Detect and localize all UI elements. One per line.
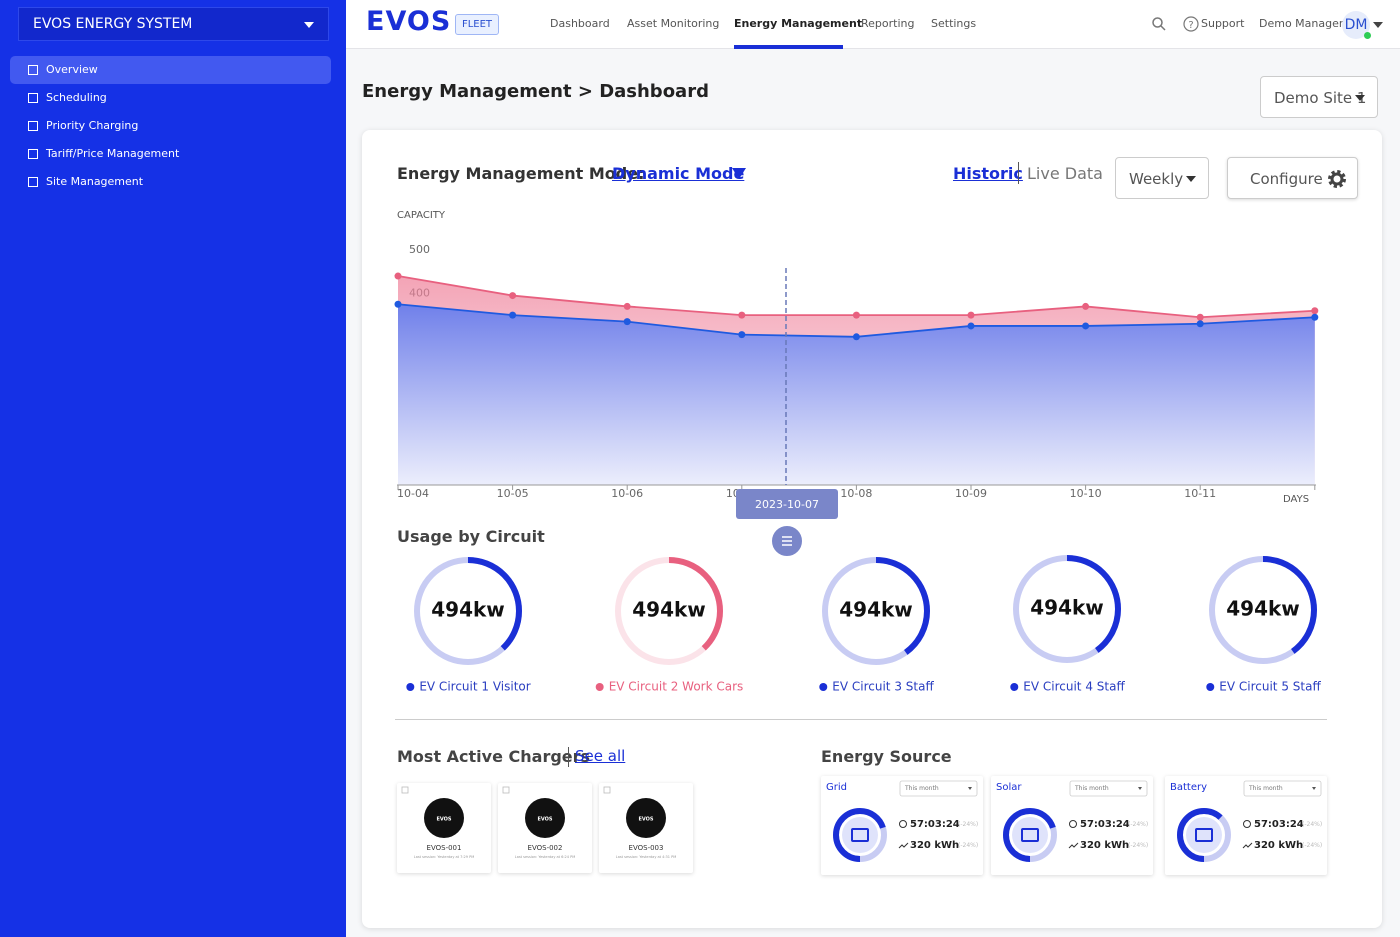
configure-button[interactable]: Configure xyxy=(1227,157,1358,199)
menu-item[interactable]: Priority Charging xyxy=(10,112,331,140)
live-tab[interactable]: Live Data xyxy=(1027,164,1103,183)
usage-title: Usage by Circuit xyxy=(397,527,545,546)
charger-card[interactable] xyxy=(599,783,693,873)
breadcrumb: Energy Management > Dashboard xyxy=(362,81,709,102)
user-caret[interactable] xyxy=(1373,22,1383,28)
y-axis-label: CAPACITY xyxy=(397,210,446,221)
see-all-link[interactable]: See all xyxy=(575,747,626,765)
sidebar: EVOS ENERGY SYSTEM Overview Scheduling Pri… xyxy=(0,0,346,937)
divider xyxy=(395,719,1327,720)
nav-link[interactable]: Energy Management xyxy=(734,17,863,30)
source-card xyxy=(1165,776,1327,875)
source-card xyxy=(821,776,983,875)
system-select[interactable]: EVOS ENERGY SYSTEM xyxy=(18,7,329,41)
mode-select[interactable]: Dynamic Mode xyxy=(612,164,745,183)
site-select[interactable]: Demo Site 1 xyxy=(1260,76,1378,118)
menu-item[interactable]: Overview xyxy=(10,56,331,84)
nav-link[interactable]: Settings xyxy=(931,17,977,30)
logo[interactable]: EVOS xyxy=(366,6,452,37)
gear-icon xyxy=(1328,170,1346,188)
help-icon: ? xyxy=(1183,16,1199,32)
menu-label: Priority Charging xyxy=(46,119,139,132)
menu-checkbox xyxy=(28,149,38,159)
chargers-title: Most Active Chargers xyxy=(397,747,591,766)
historic-tab[interactable]: Historic xyxy=(953,164,1023,183)
top-bar: EVOS FLEET ? Support Demo Manager DM Das… xyxy=(346,0,1400,49)
menu-label: Overview xyxy=(46,63,98,76)
search-icon[interactable] xyxy=(1152,17,1166,31)
nav-underline xyxy=(734,45,843,49)
nav-link[interactable]: Asset Monitoring xyxy=(627,17,720,30)
menu-item[interactable]: Scheduling xyxy=(10,84,331,112)
menu-label: Tariff/Price Management xyxy=(46,147,180,160)
mode-caret[interactable] xyxy=(732,168,746,179)
period-name: Weekly xyxy=(1129,170,1184,188)
menu-checkbox xyxy=(28,121,38,131)
period-select[interactable]: Weekly xyxy=(1115,157,1209,199)
mode-label: Energy Management Mode: xyxy=(397,164,645,183)
nav-link[interactable]: Dashboard xyxy=(550,17,610,30)
support-link[interactable]: Support xyxy=(1201,17,1245,30)
tab-divider xyxy=(1018,162,1019,184)
charger-card[interactable] xyxy=(498,783,592,873)
menu-item[interactable]: Site Management xyxy=(10,168,331,196)
nav-link[interactable]: Reporting xyxy=(861,17,915,30)
site-name: Demo Site 1 xyxy=(1274,89,1367,107)
system-name: EVOS ENERGY SYSTEM xyxy=(33,16,193,32)
svg-text:?: ? xyxy=(1188,20,1193,31)
energy-source-title: Energy Source xyxy=(821,747,952,766)
x-axis-label: DAYS xyxy=(1283,494,1310,505)
source-card xyxy=(991,776,1153,875)
user-name[interactable]: Demo Manager xyxy=(1259,17,1344,30)
menu-item[interactable]: Tariff/Price Management xyxy=(10,140,331,168)
charger-card[interactable] xyxy=(397,783,491,873)
menu-checkbox xyxy=(28,65,38,75)
menu-checkbox xyxy=(28,93,38,103)
configure-label: Configure xyxy=(1250,170,1323,188)
menu-checkbox xyxy=(28,177,38,187)
title-divider xyxy=(568,747,569,767)
menu-label: Site Management xyxy=(46,175,144,188)
status-dot xyxy=(1364,32,1371,39)
menu-label: Scheduling xyxy=(46,91,107,104)
badge: FLEET xyxy=(455,14,499,35)
